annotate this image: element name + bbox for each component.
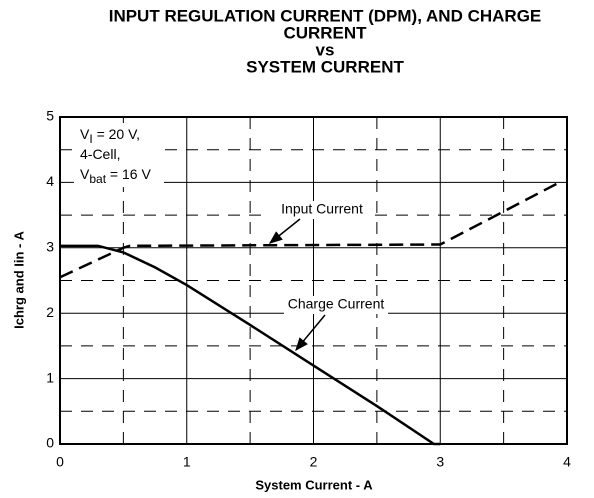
x-tick-label: 2 [310, 454, 318, 470]
condition-subscript: bat [89, 172, 106, 186]
condition-text: Vbat = 16 V [80, 166, 151, 186]
condition-subscript: I [89, 132, 92, 146]
chart-title: vs [316, 40, 335, 59]
label-arrow [295, 314, 326, 352]
chart-title: INPUT REGULATION CURRENT (DPM), AND CHAR… [109, 6, 542, 25]
condition-part: 4-Cell, [80, 146, 120, 162]
condition-part: = 16 V [106, 166, 151, 182]
series-label: Input Current [281, 201, 363, 217]
chart-title: SYSTEM CURRENT [246, 57, 404, 76]
x-tick-label: 1 [183, 454, 191, 470]
condition-text: VI = 20 V, [80, 126, 140, 146]
chart-title: CURRENT [283, 23, 367, 42]
condition-part: V [80, 126, 90, 142]
series-line [59, 181, 559, 279]
y-tick-label: 1 [46, 369, 54, 385]
y-tick-label: 0 [46, 435, 54, 451]
x-tick-label: 4 [563, 454, 571, 470]
series-label: Charge Current [288, 296, 385, 312]
y-axis-label: Ichrg and Iin - A [11, 231, 26, 329]
label-arrow [268, 218, 301, 244]
x-axis-label: System Current - A [255, 477, 373, 492]
series-line [60, 244, 441, 446]
y-tick-label: 4 [46, 173, 54, 189]
label-bg [284, 296, 388, 314]
y-tick-label: 5 [46, 108, 54, 124]
condition-part: = 20 V, [93, 126, 140, 142]
y-tick-label: 2 [46, 304, 54, 320]
conditions-bg [74, 123, 164, 187]
x-tick-label: 0 [56, 454, 64, 470]
condition-part: V [80, 166, 90, 182]
y-tick-label: 3 [46, 239, 54, 255]
x-tick-label: 3 [436, 454, 444, 470]
plot-frame [59, 116, 568, 445]
label-bg [270, 201, 374, 219]
condition-text: 4-Cell, [80, 146, 120, 162]
